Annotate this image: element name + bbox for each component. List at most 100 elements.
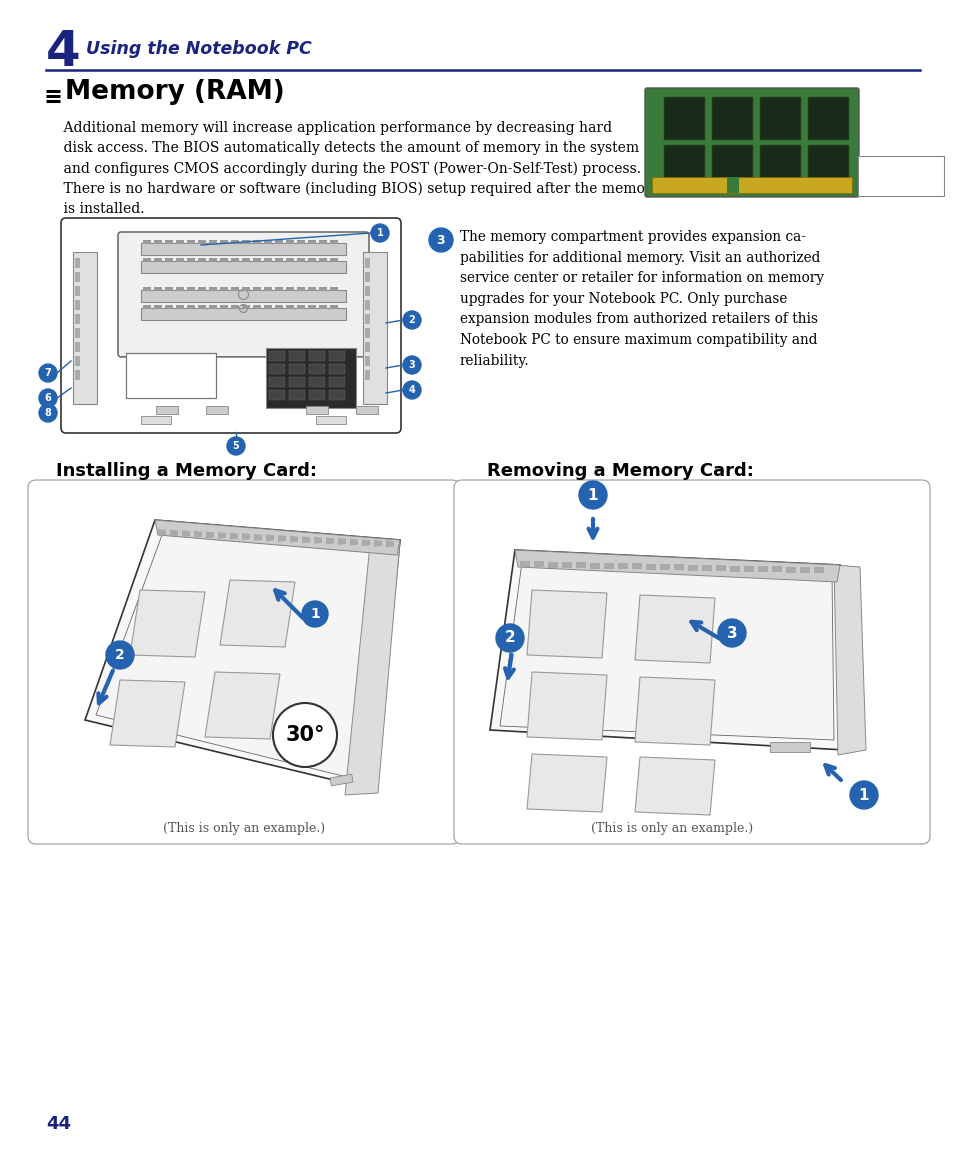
Polygon shape: [813, 567, 823, 573]
Bar: [75, 258, 80, 268]
Bar: [769, 742, 809, 752]
Polygon shape: [635, 595, 714, 663]
Circle shape: [106, 641, 133, 669]
Polygon shape: [833, 565, 865, 755]
Polygon shape: [534, 561, 543, 567]
Bar: [209, 258, 216, 262]
Bar: [206, 407, 228, 413]
Text: 8: 8: [45, 408, 51, 418]
Bar: [75, 300, 80, 310]
Bar: [306, 407, 328, 413]
Bar: [253, 240, 261, 244]
Text: 5: 5: [233, 441, 239, 450]
Polygon shape: [205, 672, 280, 739]
Text: 1: 1: [587, 487, 598, 502]
Polygon shape: [618, 564, 627, 569]
Bar: [296, 258, 305, 262]
Bar: [187, 286, 194, 291]
Bar: [242, 286, 250, 291]
Bar: [274, 240, 283, 244]
Bar: [365, 258, 370, 268]
Bar: [309, 390, 325, 400]
Bar: [269, 351, 285, 362]
Polygon shape: [631, 564, 641, 569]
Polygon shape: [758, 566, 767, 572]
Text: (This is only an example.): (This is only an example.): [163, 822, 325, 835]
Circle shape: [402, 356, 420, 374]
Bar: [220, 286, 228, 291]
Bar: [365, 271, 370, 282]
Bar: [286, 240, 294, 244]
Bar: [143, 286, 151, 291]
Bar: [141, 416, 171, 424]
Bar: [220, 305, 228, 310]
Bar: [187, 258, 194, 262]
Circle shape: [39, 404, 57, 422]
Polygon shape: [526, 672, 606, 740]
Bar: [308, 305, 315, 310]
Bar: [315, 416, 346, 424]
Bar: [75, 356, 80, 366]
Bar: [75, 286, 80, 296]
Bar: [253, 258, 261, 262]
Polygon shape: [242, 534, 250, 541]
Bar: [231, 305, 239, 310]
Polygon shape: [386, 541, 394, 547]
Bar: [289, 377, 305, 387]
Bar: [308, 240, 315, 244]
FancyBboxPatch shape: [807, 146, 847, 187]
Circle shape: [402, 381, 420, 398]
Bar: [187, 305, 194, 310]
Polygon shape: [374, 539, 381, 546]
Bar: [318, 240, 327, 244]
Polygon shape: [771, 566, 781, 573]
Text: 2: 2: [504, 631, 515, 646]
Polygon shape: [499, 562, 833, 740]
Bar: [75, 342, 80, 352]
Bar: [156, 407, 178, 413]
Text: This is only
an example.: This is only an example.: [868, 162, 932, 182]
Bar: [198, 240, 206, 244]
Bar: [318, 258, 327, 262]
Text: 3: 3: [408, 360, 415, 370]
Bar: [175, 258, 184, 262]
Polygon shape: [350, 538, 357, 545]
Polygon shape: [589, 562, 599, 568]
FancyBboxPatch shape: [363, 252, 387, 404]
Bar: [329, 377, 345, 387]
Bar: [330, 286, 337, 291]
Bar: [269, 364, 285, 374]
Bar: [274, 258, 283, 262]
Polygon shape: [659, 564, 669, 571]
Circle shape: [371, 224, 389, 243]
Bar: [153, 305, 162, 310]
Polygon shape: [206, 531, 213, 538]
Text: 2: 2: [115, 648, 125, 662]
Bar: [175, 305, 184, 310]
Polygon shape: [645, 564, 656, 569]
Text: Using the Notebook PC: Using the Notebook PC: [74, 40, 312, 58]
Bar: [274, 286, 283, 291]
FancyBboxPatch shape: [760, 146, 800, 187]
Bar: [308, 258, 315, 262]
Polygon shape: [110, 680, 185, 747]
Text: Memory (RAM): Memory (RAM): [65, 79, 284, 105]
Circle shape: [718, 619, 745, 647]
Bar: [726, 177, 739, 193]
Text: The memory compartment provides expansion ca-
pabilities for additional memory. : The memory compartment provides expansio…: [459, 230, 823, 367]
FancyBboxPatch shape: [760, 97, 800, 139]
Text: 7: 7: [45, 368, 51, 378]
Bar: [198, 305, 206, 310]
Polygon shape: [218, 532, 226, 539]
Bar: [289, 390, 305, 400]
Bar: [365, 328, 370, 338]
Circle shape: [39, 389, 57, 407]
Bar: [318, 305, 327, 310]
Bar: [126, 353, 215, 398]
Text: 3: 3: [436, 233, 445, 246]
Bar: [309, 364, 325, 374]
Bar: [308, 286, 315, 291]
Bar: [329, 390, 345, 400]
Bar: [264, 240, 272, 244]
Bar: [253, 305, 261, 310]
